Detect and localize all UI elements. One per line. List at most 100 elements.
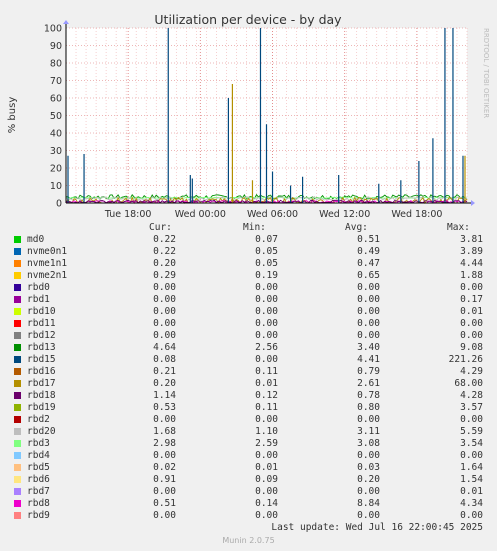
legend-swatch	[14, 248, 21, 255]
legend-row: rbd8 0.51 0.14 8.84 4.34	[0, 498, 497, 510]
legend-name: md0	[27, 234, 45, 245]
legend-min: 2.56	[255, 342, 278, 353]
y-tick-label: 20	[50, 164, 62, 175]
legend-row: rbd5 0.02 0.01 0.03 1.64	[0, 462, 497, 474]
legend-max: 3.54	[460, 438, 483, 449]
y-tick-label: 50	[50, 111, 62, 122]
chart-title: Utilization per device - by day	[154, 12, 342, 27]
legend-name: rbd20	[27, 426, 56, 437]
legend-name: rbd4	[27, 450, 50, 461]
legend-avg: 8.84	[357, 498, 380, 509]
y-tick-label: 70	[50, 76, 62, 87]
legend-cur: 0.00	[153, 450, 176, 461]
legend-swatch	[14, 296, 21, 303]
legend-row: rbd12 0.00 0.00 0.00 0.00	[0, 330, 497, 342]
legend-max: 0.00	[460, 330, 483, 341]
legend-swatch	[14, 416, 21, 423]
legend-cur: 0.91	[153, 474, 176, 485]
legend-max: 0.01	[460, 306, 483, 317]
legend-max: 4.44	[460, 258, 483, 269]
legend-min: 0.01	[255, 462, 278, 473]
y-tick-label: 40	[50, 129, 62, 140]
legend-cur: 0.51	[153, 498, 176, 509]
legend-max: 0.00	[460, 450, 483, 461]
legend-cur: 0.20	[153, 378, 176, 389]
legend-avg: 0.00	[357, 318, 380, 329]
legend-row: rbd0 0.00 0.00 0.00 0.00	[0, 282, 497, 294]
legend-row: rbd13 4.64 2.56 3.40 9.08	[0, 342, 497, 354]
legend-swatch	[14, 320, 21, 327]
legend-min: 0.00	[255, 318, 278, 329]
legend-max: 9.08	[460, 342, 483, 353]
legend-avg: 3.08	[357, 438, 380, 449]
legend-min: 0.05	[255, 258, 278, 269]
legend-min: 0.14	[255, 498, 278, 509]
legend-row: rbd1 0.00 0.00 0.00 0.17	[0, 294, 497, 306]
legend-swatch	[14, 392, 21, 399]
legend-name: rbd17	[27, 378, 56, 389]
legend-avg: 0.00	[357, 486, 380, 497]
x-tick-label: Wed 18:00	[391, 209, 442, 220]
legend-max: 221.26	[448, 354, 483, 365]
legend-swatch	[14, 332, 21, 339]
legend-swatch	[14, 344, 21, 351]
legend-avg: 0.00	[357, 450, 380, 461]
legend-cur: 0.21	[153, 366, 176, 377]
legend-swatch	[14, 476, 21, 483]
legend-avg: 0.00	[357, 282, 380, 293]
legend-name: rbd11	[27, 318, 56, 329]
legend-max: 0.17	[460, 294, 483, 305]
legend-cur: 2.98	[153, 438, 176, 449]
legend-row: rbd4 0.00 0.00 0.00 0.00	[0, 450, 497, 462]
legend-avg: 0.78	[357, 390, 380, 401]
legend-max: 5.59	[460, 426, 483, 437]
legend-avg: 4.41	[357, 354, 380, 365]
legend-min: 0.07	[255, 234, 278, 245]
legend-cur: 0.08	[153, 354, 176, 365]
legend-cur: 1.68	[153, 426, 176, 437]
legend-max: 4.34	[460, 498, 483, 509]
legend-min: 0.09	[255, 474, 278, 485]
legend-name: rbd16	[27, 366, 56, 377]
legend-swatch	[14, 452, 21, 459]
legend-name: rbd10	[27, 306, 56, 317]
col-header-min: Min:	[243, 222, 266, 233]
legend-name: rbd12	[27, 330, 56, 341]
legend-row: rbd17 0.20 0.01 2.61 68.00	[0, 378, 497, 390]
legend-min: 0.01	[255, 378, 278, 389]
legend-swatch	[14, 380, 21, 387]
x-axis-arrow	[471, 200, 475, 206]
legend-avg: 0.80	[357, 402, 380, 413]
legend-name: rbd8	[27, 498, 50, 509]
x-tick-label: Wed 00:00	[175, 209, 226, 220]
last-update: Last update: Wed Jul 16 22:00:45 2025	[271, 522, 483, 533]
legend-max: 1.88	[460, 270, 483, 281]
legend-max: 68.00	[454, 378, 483, 389]
legend-cur: 0.53	[153, 402, 176, 413]
watermark: RRDTOOL / TOBI OETIKER	[482, 28, 490, 118]
legend-avg: 0.00	[357, 306, 380, 317]
legend-swatch	[14, 428, 21, 435]
legend-min: 0.00	[255, 510, 278, 521]
legend-row: nvme2n1 0.29 0.19 0.65 1.88	[0, 270, 497, 282]
legend-avg: 0.00	[357, 414, 380, 425]
legend-max: 4.28	[460, 390, 483, 401]
legend-swatch	[14, 512, 21, 519]
legend-name: rbd6	[27, 474, 50, 485]
legend-name: rbd2	[27, 414, 50, 425]
legend-swatch	[14, 272, 21, 279]
legend-min: 0.12	[255, 390, 278, 401]
legend-max: 1.54	[460, 474, 483, 485]
y-axis-label: % busy	[7, 97, 18, 134]
x-tick-label: Wed 12:00	[319, 209, 370, 220]
legend-row: rbd16 0.21 0.11 0.79 4.29	[0, 366, 497, 378]
legend-row: rbd11 0.00 0.00 0.00 0.00	[0, 318, 497, 330]
legend-row: rbd18 1.14 0.12 0.78 4.28	[0, 390, 497, 402]
y-tick-label: 60	[50, 94, 62, 105]
legend-name: rbd1	[27, 294, 50, 305]
legend-cur: 0.00	[153, 510, 176, 521]
y-tick-label: 80	[50, 59, 62, 70]
legend-avg: 0.20	[357, 474, 380, 485]
legend-cur: 0.22	[153, 246, 176, 257]
legend-name: rbd19	[27, 402, 56, 413]
